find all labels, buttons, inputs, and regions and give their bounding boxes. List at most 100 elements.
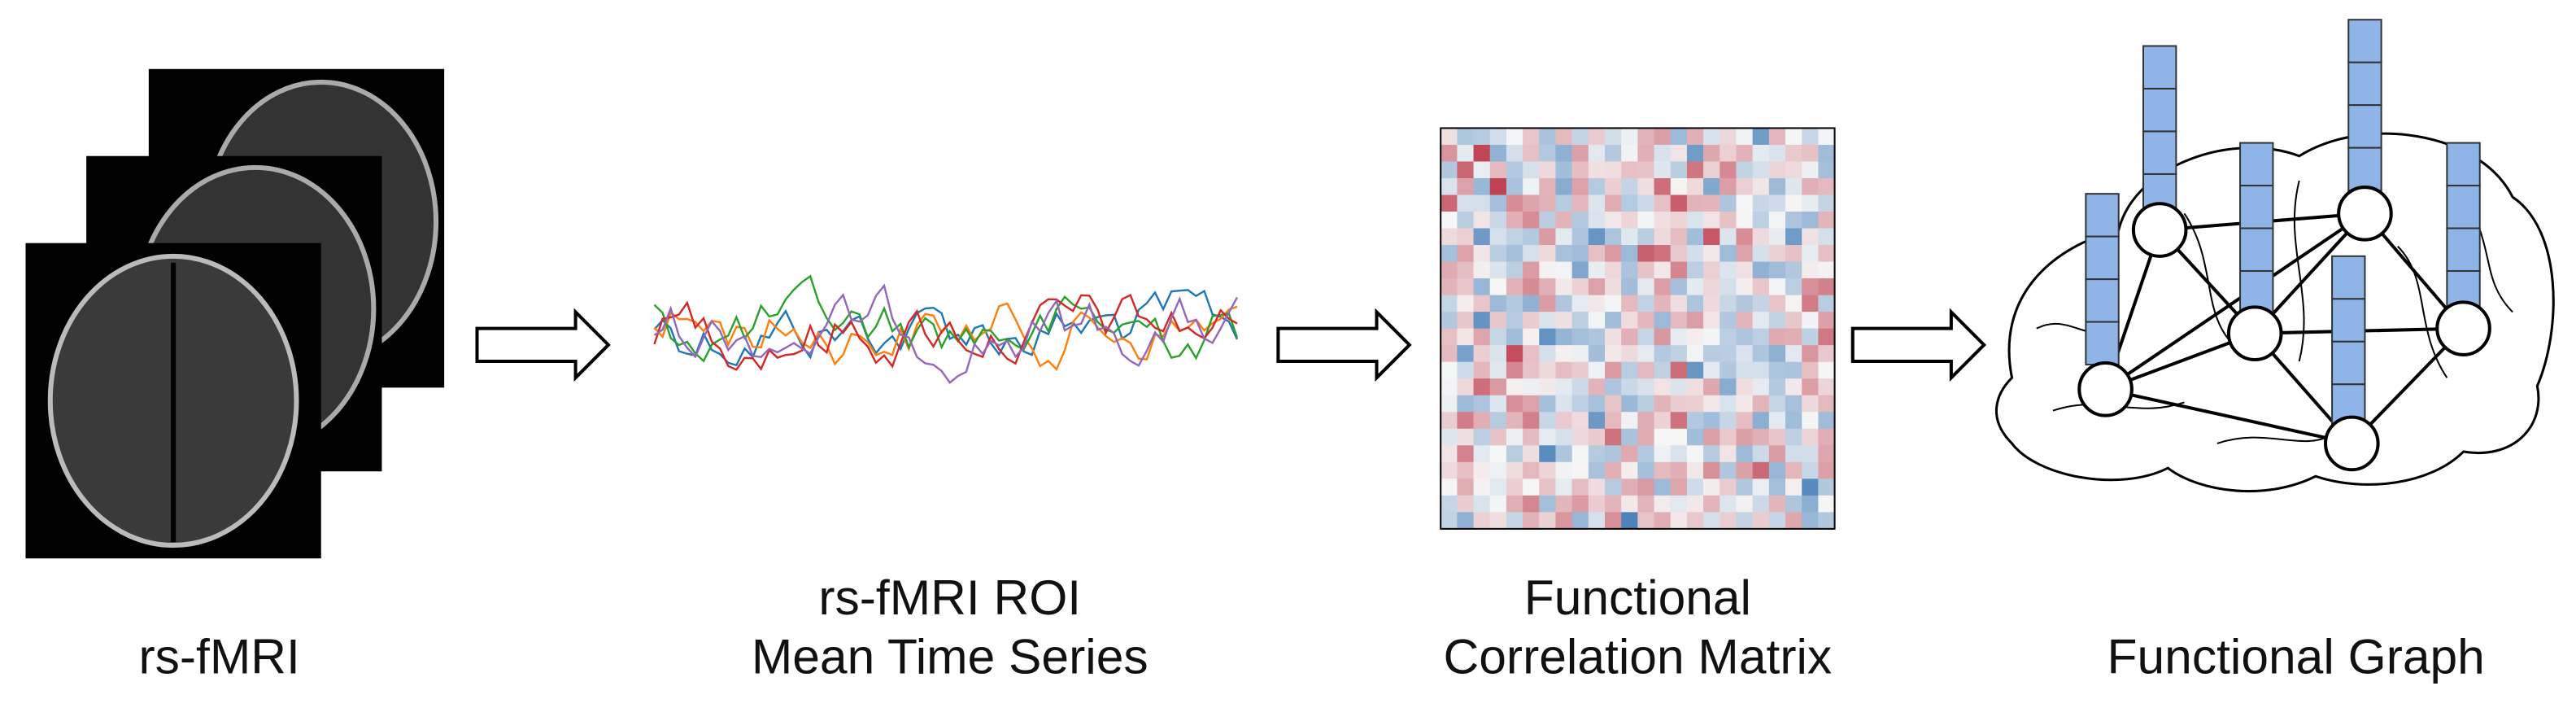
matrix-cell bbox=[1571, 512, 1589, 530]
matrix-cell bbox=[1736, 512, 1754, 530]
matrix-cell bbox=[1768, 345, 1786, 363]
matrix-cell bbox=[1571, 461, 1589, 479]
matrix-cell bbox=[1654, 412, 1672, 430]
matrix-cell bbox=[1654, 495, 1672, 513]
matrix-cell bbox=[1670, 395, 1688, 413]
matrix-cell bbox=[1785, 495, 1802, 513]
matrix-cell bbox=[1457, 361, 1475, 379]
matrix-cell bbox=[1571, 478, 1589, 496]
matrix-cell bbox=[1555, 395, 1573, 413]
matrix-cell bbox=[1818, 478, 1836, 496]
matrix-cell bbox=[1555, 278, 1573, 296]
matrix-cell bbox=[1768, 378, 1786, 396]
matrix-cell bbox=[1637, 328, 1655, 346]
matrix-cell bbox=[1752, 478, 1770, 496]
matrix-cell bbox=[1768, 445, 1786, 463]
matrix-cell bbox=[1621, 312, 1638, 330]
matrix-cell bbox=[1818, 128, 1836, 146]
matrix-cell bbox=[1523, 194, 1540, 212]
matrix-cell bbox=[1489, 495, 1507, 513]
matrix-cell bbox=[1752, 412, 1770, 430]
matrix-cell bbox=[1588, 261, 1606, 279]
matrix-cell bbox=[1588, 512, 1606, 530]
matrix-cell bbox=[1686, 245, 1704, 263]
matrix-cell bbox=[1473, 428, 1491, 446]
feature-block bbox=[2085, 193, 2120, 238]
matrix-cell bbox=[1506, 412, 1523, 430]
matrix-cell bbox=[1588, 461, 1606, 479]
matrix-cell bbox=[1588, 328, 1606, 346]
matrix-cell bbox=[1768, 177, 1786, 196]
matrix-cell bbox=[1802, 261, 1819, 279]
matrix-cell bbox=[1818, 161, 1836, 179]
feature-block bbox=[2331, 340, 2366, 386]
matrix-cell bbox=[1621, 445, 1638, 463]
matrix-cell bbox=[1489, 295, 1507, 312]
matrix-cell bbox=[1785, 412, 1802, 430]
matrix-cell bbox=[1605, 295, 1622, 312]
matrix-cell bbox=[1752, 194, 1770, 212]
matrix-cell bbox=[1506, 328, 1523, 346]
matrix-cell bbox=[1720, 245, 1737, 263]
matrix-cell bbox=[1802, 161, 1819, 179]
matrix-cell bbox=[1539, 261, 1557, 279]
matrix-cell bbox=[1720, 177, 1737, 196]
matrix-cell bbox=[1768, 395, 1786, 413]
matrix-cell bbox=[1670, 461, 1688, 479]
matrix-cell bbox=[1506, 495, 1523, 513]
matrix-cell bbox=[1457, 144, 1475, 163]
matrix-cell bbox=[1736, 478, 1754, 496]
matrix-cell bbox=[1605, 245, 1622, 263]
matrix-cell bbox=[1539, 144, 1557, 163]
matrix-cell bbox=[1768, 128, 1786, 146]
matrix-cell bbox=[1802, 328, 1819, 346]
stage-label: rs-fMRI ROI bbox=[818, 570, 1081, 625]
feature-block bbox=[2446, 227, 2481, 273]
matrix-cell bbox=[1802, 228, 1819, 246]
matrix-cell bbox=[1703, 361, 1720, 379]
matrix-cell bbox=[1473, 328, 1491, 346]
matrix-cell bbox=[1473, 228, 1491, 246]
matrix-cell bbox=[1441, 461, 1458, 479]
matrix-cell bbox=[1621, 177, 1638, 196]
matrix-cell bbox=[1670, 478, 1688, 496]
matrix-cell bbox=[1523, 445, 1540, 463]
matrix-cell bbox=[1523, 312, 1540, 330]
matrix-cell bbox=[1752, 278, 1770, 296]
matrix-cell bbox=[1785, 278, 1802, 296]
matrix-cell bbox=[1588, 144, 1606, 163]
matrix-cell bbox=[1637, 478, 1655, 496]
matrix-cell bbox=[1457, 295, 1475, 312]
matrix-cell bbox=[1818, 144, 1836, 163]
matrix-cell bbox=[1686, 128, 1704, 146]
series-line bbox=[653, 294, 1238, 371]
matrix-cell bbox=[1752, 161, 1770, 179]
matrix-cell bbox=[1736, 361, 1754, 379]
stage-label: rs-fMRI bbox=[138, 628, 299, 684]
matrix-cell bbox=[1571, 128, 1589, 146]
matrix-cell bbox=[1506, 144, 1523, 163]
matrix-cell bbox=[1736, 328, 1754, 346]
matrix-cell bbox=[1802, 512, 1819, 530]
matrix-cell bbox=[1752, 512, 1770, 530]
feature-block bbox=[2142, 45, 2177, 90]
matrix-cell bbox=[1637, 161, 1655, 179]
matrix-cell bbox=[1703, 278, 1720, 296]
matrix-cell bbox=[1621, 345, 1638, 363]
matrix-cell bbox=[1506, 161, 1523, 179]
matrix-cell bbox=[1637, 445, 1655, 463]
matrix-cell bbox=[1489, 428, 1507, 446]
matrix-cell bbox=[1621, 161, 1638, 179]
matrix-cell bbox=[1686, 144, 1704, 163]
matrix-cell bbox=[1605, 461, 1622, 479]
matrix-cell bbox=[1605, 328, 1622, 346]
matrix-cell bbox=[1555, 177, 1573, 196]
matrix-cell bbox=[1473, 212, 1491, 229]
matrix-cell bbox=[1736, 278, 1754, 296]
matrix-cell bbox=[1539, 312, 1557, 330]
matrix-cell bbox=[1441, 395, 1458, 413]
matrix-cell bbox=[1703, 378, 1720, 396]
matrix-cell bbox=[1457, 345, 1475, 363]
matrix-cell bbox=[1736, 212, 1754, 229]
matrix-cell bbox=[1670, 445, 1688, 463]
